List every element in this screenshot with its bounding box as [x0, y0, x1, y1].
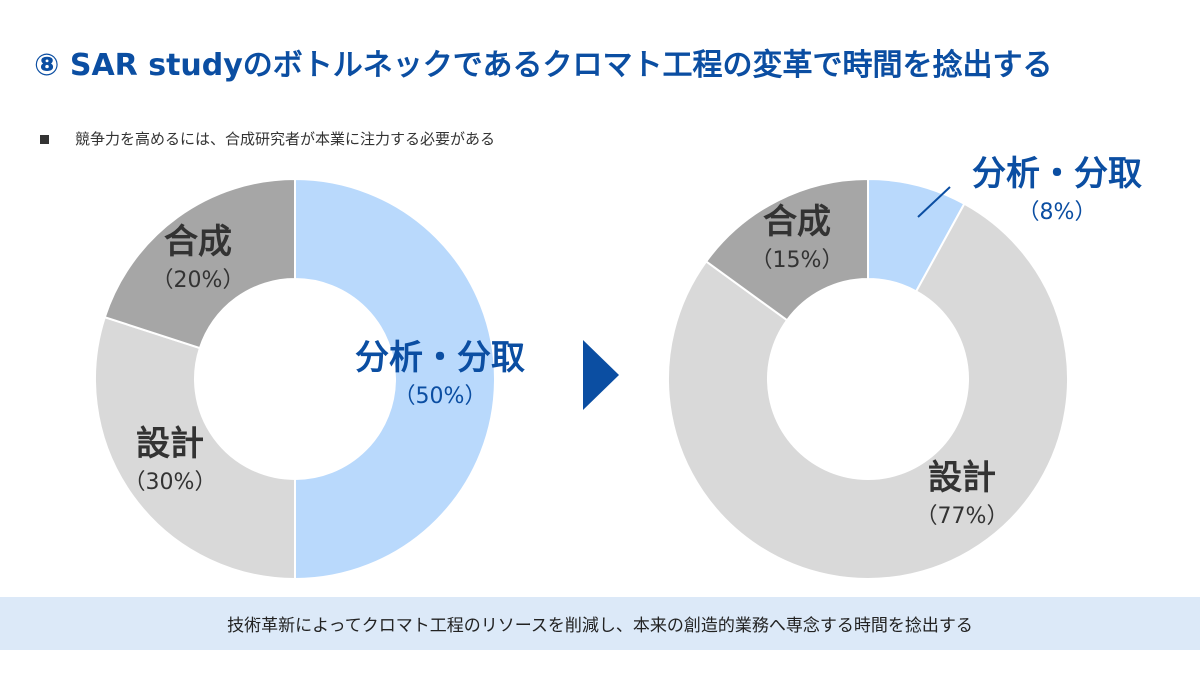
right-slice-design: [667, 202, 1069, 580]
label-name: 設計: [136, 424, 204, 464]
label-pct: （77%）: [915, 504, 1009, 529]
leader-line: [917, 186, 951, 218]
label-name: 設計: [928, 458, 996, 498]
left-label-analysis: 分析・分取 （50%）: [355, 338, 525, 412]
square-bullet-icon: [40, 135, 49, 144]
label-name: 合成: [763, 202, 831, 242]
page-title: ⑧ SAR studyのボトルネックであるクロマト工程の変革で時間を捻出する: [34, 48, 1053, 83]
label-name: 合成: [164, 222, 232, 262]
left-slice-analysis: [294, 177, 496, 581]
right-label-analysis: 分析・分取 （8%）: [972, 154, 1142, 228]
left-slice-synthesis: [103, 177, 296, 350]
right-label-synthesis: 合成 （15%）: [751, 202, 844, 276]
right-slice-synthesis: [704, 177, 869, 322]
label-name: 分析・分取: [355, 338, 525, 378]
footer-text: 技術革新によってクロマト工程のリソースを削減し、本来の創造的業務へ専念する時間を…: [227, 616, 973, 636]
footer-banner: 技術革新によってクロマト工程のリソースを削減し、本来の創造的業務へ専念する時間を…: [0, 597, 1200, 650]
label-pct: （20%）: [151, 268, 245, 293]
left-slice-design: [94, 315, 296, 581]
right-triangle-arrow-icon: [583, 340, 619, 410]
label-pct: （50%）: [393, 384, 487, 409]
subtitle: 競争力を高めるには、合成研究者が本業に注力する必要がある: [40, 128, 495, 149]
left-label-design: 設計 （30%）: [124, 424, 217, 498]
right-label-design: 設計 （77%）: [916, 458, 1009, 532]
label-pct: （8%）: [1017, 200, 1097, 225]
label-pct: （15%）: [750, 248, 844, 273]
left-label-synthesis: 合成 （20%）: [152, 222, 245, 296]
subtitle-text: 競争力を高めるには、合成研究者が本業に注力する必要がある: [75, 130, 496, 148]
label-name: 分析・分取: [972, 154, 1142, 194]
label-pct: （30%）: [123, 470, 217, 495]
